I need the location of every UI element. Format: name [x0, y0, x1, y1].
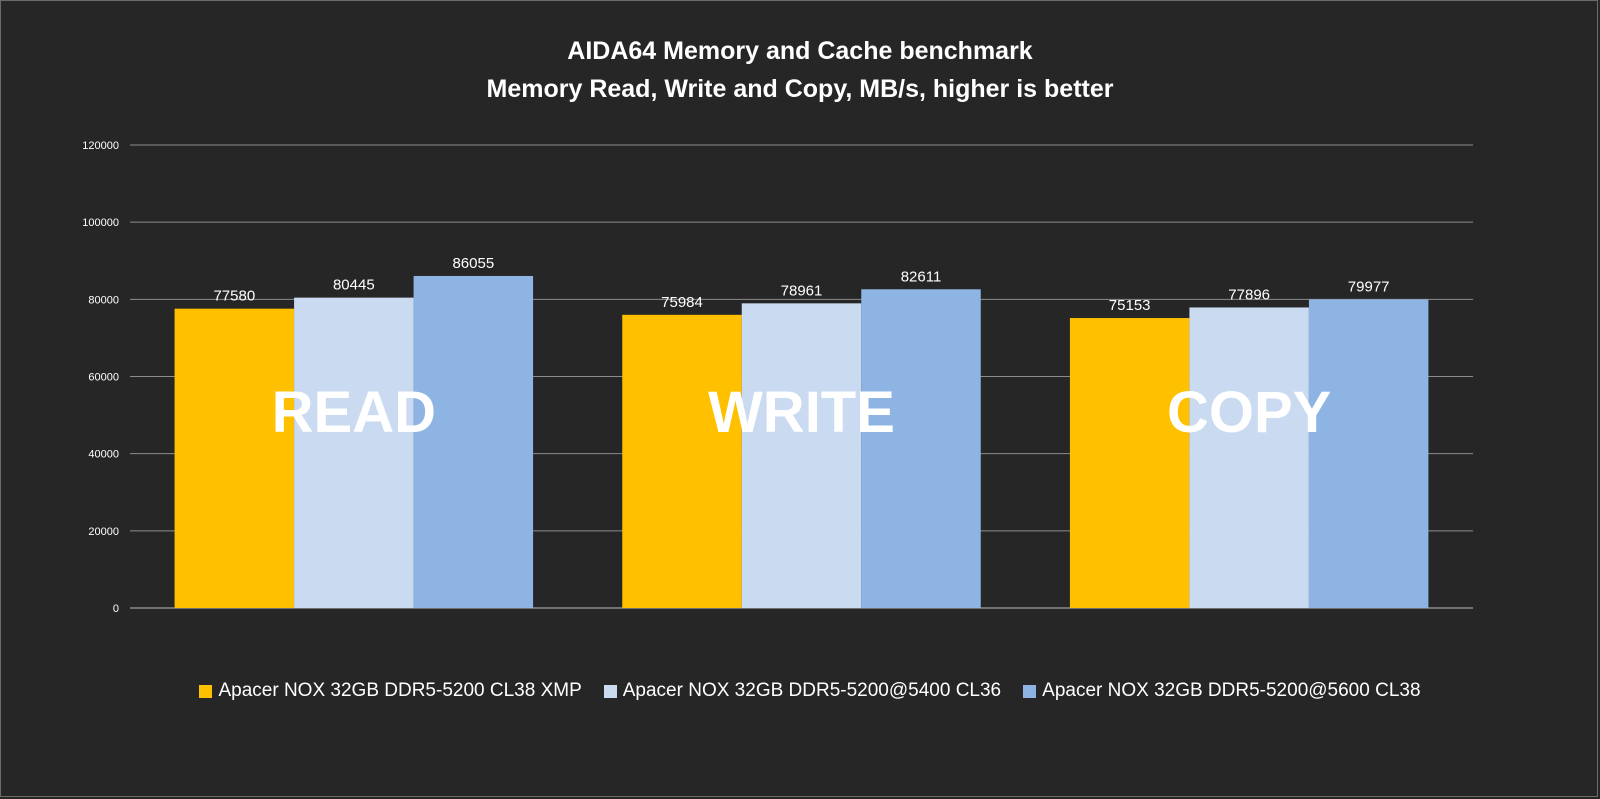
data-label: 75984	[661, 294, 703, 311]
data-label: 77896	[1228, 286, 1270, 303]
bar	[861, 289, 981, 608]
data-label: 75153	[1109, 297, 1151, 314]
y-tick-label: 40000	[88, 449, 119, 461]
category-label: WRITE	[708, 380, 895, 445]
legend-item: Apacer NOX 32GB DDR5-5200 CL38 XMP	[199, 680, 582, 702]
data-label: 78961	[781, 282, 823, 299]
data-label: 86055	[452, 255, 494, 272]
legend-label: Apacer NOX 32GB DDR5-5200@5400 CL36	[622, 680, 1002, 701]
y-tick-label: 60000	[88, 372, 119, 384]
y-tick-label: 120000	[82, 140, 119, 152]
y-tick-label: 80000	[88, 294, 119, 306]
chart-legend: Apacer NOX 32GB DDR5-5200 CL38 XMP Apacer…	[0, 680, 1600, 702]
chart-subtitle: Memory Read, Write and Copy, MB/s, highe…	[486, 75, 1114, 103]
y-tick-label: 20000	[88, 526, 119, 538]
legend-item: Apacer NOX 32GB DDR5-5200@5600 CL38	[1023, 680, 1421, 702]
legend-item: Apacer NOX 32GB DDR5-5200@5400 CL36	[603, 680, 1002, 702]
bar	[174, 308, 295, 608]
data-label: 77580	[213, 288, 255, 305]
bar	[294, 297, 414, 608]
bar	[741, 303, 862, 608]
bar	[413, 275, 534, 608]
data-label: 80445	[333, 277, 375, 294]
legend-swatch	[199, 684, 213, 698]
bar	[1308, 299, 1429, 608]
data-label: 79977	[1348, 278, 1390, 295]
category-label: READ	[272, 380, 436, 445]
bar	[1189, 307, 1309, 608]
legend-label: Apacer NOX 32GB DDR5-5200@5600 CL38	[1042, 680, 1421, 701]
y-tick-label: 100000	[82, 217, 119, 229]
bar	[1069, 318, 1190, 608]
chart-title: AIDA64 Memory and Cache benchmark	[567, 37, 1033, 65]
bar	[622, 314, 742, 608]
data-label: 82611	[901, 268, 942, 285]
y-tick-label: 0	[113, 603, 119, 615]
category-label: COPY	[1167, 380, 1331, 445]
chart-title-block: AIDA64 Memory and Cache benchmark Memory…	[0, 32, 1600, 108]
legend-swatch	[1023, 684, 1037, 698]
legend-label: Apacer NOX 32GB DDR5-5200 CL38 XMP	[218, 680, 582, 701]
legend-swatch	[603, 684, 617, 698]
